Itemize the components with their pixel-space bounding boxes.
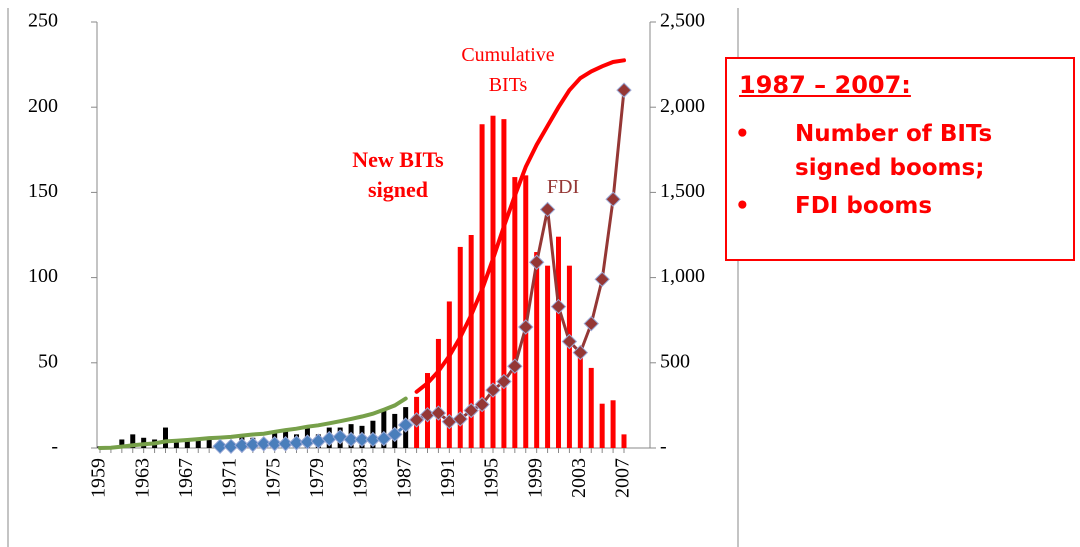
marker	[572, 344, 589, 361]
x-tick-label: 1979	[306, 458, 328, 498]
marker	[387, 426, 403, 443]
y-tick-label: 200	[28, 95, 58, 117]
x-tick-label: 1991	[437, 458, 459, 498]
marker	[496, 373, 512, 390]
marker	[485, 382, 501, 398]
marker	[234, 437, 250, 454]
marker	[321, 430, 337, 447]
y2-tick-label: 1,000	[660, 265, 705, 287]
marker	[288, 435, 305, 451]
marker	[223, 438, 239, 455]
x-tick-label: 1971	[219, 458, 241, 498]
bar	[381, 410, 387, 448]
x-tick-label: 1975	[262, 458, 284, 498]
bar	[588, 367, 594, 448]
marker	[310, 433, 327, 449]
line	[98, 396, 408, 450]
marker	[539, 201, 556, 218]
bar	[577, 349, 583, 448]
bar	[545, 265, 551, 448]
marker	[266, 436, 283, 452]
marker	[299, 434, 316, 450]
bar	[490, 115, 496, 448]
y-tick-label: 250	[28, 10, 58, 32]
marker	[332, 429, 348, 445]
bar	[206, 437, 212, 448]
marker	[376, 430, 392, 447]
y2-tick-label: 500	[660, 350, 690, 372]
bar	[119, 439, 125, 448]
x-tick-label: 1983	[350, 458, 372, 498]
x-tick-label: 1999	[524, 458, 546, 498]
marker	[397, 417, 414, 433]
annotation: New BITs signed	[352, 147, 444, 202]
bar	[621, 434, 627, 448]
y-tick-label: -	[51, 436, 58, 458]
bar	[195, 439, 201, 448]
bar	[130, 434, 136, 448]
marker	[528, 254, 545, 270]
y-tick-label: 150	[28, 180, 58, 202]
x-tick-label: 1963	[131, 458, 153, 498]
bar	[173, 441, 179, 448]
bar	[599, 403, 605, 448]
marker	[594, 271, 610, 288]
callout-bullet: Number of BITs signed booms;	[727, 117, 1025, 185]
x-tick-label: 1995	[481, 458, 503, 498]
bar	[566, 265, 572, 448]
marker	[507, 358, 523, 374]
callout-heading: 1987 – 2007:	[739, 71, 911, 99]
bar	[556, 236, 561, 448]
bar	[468, 235, 474, 448]
marker	[365, 431, 381, 448]
bar	[446, 301, 452, 448]
x-tick-label: 1987	[393, 458, 415, 498]
line	[414, 58, 626, 394]
marker	[583, 315, 599, 332]
x-tick-label: 2007	[612, 458, 634, 498]
marker	[245, 436, 261, 453]
bar	[512, 177, 518, 448]
marker	[354, 431, 370, 448]
x-tick-label: 2003	[568, 458, 590, 498]
y-tick-label: 50	[38, 350, 58, 372]
marker	[277, 436, 294, 452]
marker	[430, 405, 447, 421]
marker	[212, 438, 228, 455]
bar	[457, 246, 463, 448]
bar	[435, 338, 441, 448]
marker	[561, 333, 578, 350]
annotation: Cumulative BITs	[461, 44, 555, 96]
bar	[501, 119, 507, 449]
marker	[518, 319, 534, 335]
y2-tick-label: -	[660, 436, 667, 458]
y2-tick-label: 2,500	[660, 10, 705, 32]
bar	[523, 175, 529, 449]
bar	[610, 400, 616, 448]
marker	[463, 402, 479, 419]
bar	[184, 441, 190, 448]
marker	[408, 412, 425, 428]
bar	[163, 427, 168, 448]
y-tick-label: 100	[28, 265, 58, 287]
callout-bullet: FDI booms	[727, 189, 1025, 223]
marker	[474, 396, 490, 413]
callout: 1987 – 2007: Number of BITs signed booms…	[725, 57, 1075, 261]
y2-tick-label: 2,000	[660, 95, 705, 117]
callout-list: Number of BITs signed booms; FDI booms	[727, 117, 1025, 227]
marker	[343, 431, 359, 448]
y2-tick-label: 1,500	[660, 180, 705, 202]
marker	[605, 191, 621, 207]
marker	[550, 298, 567, 315]
marker	[256, 436, 272, 452]
annotation: FDI	[546, 176, 580, 198]
x-tick-label: 1959	[88, 458, 110, 498]
bar	[534, 252, 540, 448]
marker	[616, 82, 632, 98]
marker	[452, 411, 468, 427]
x-tick-label: 1967	[175, 458, 197, 498]
